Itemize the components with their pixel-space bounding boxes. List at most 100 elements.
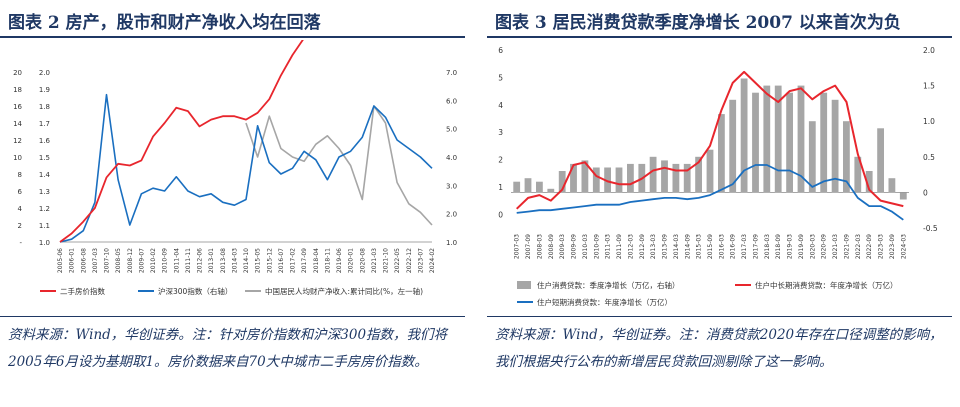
- x-tick-label: 2016-09: [730, 234, 737, 259]
- x-tick-label: 2006-08: [80, 248, 87, 273]
- figure-2-title: 图表 2 房产，股市和财产净收入均在回落: [8, 13, 321, 33]
- bar: [513, 181, 521, 193]
- x-tick-label: 2010-09: [162, 248, 169, 273]
- x-tick-label: 2007-03: [92, 248, 99, 273]
- x-tick-label: 2011-04: [173, 248, 180, 273]
- source-rule: [0, 316, 465, 317]
- x-tick-label: 2006-01: [69, 248, 76, 273]
- bar: [581, 160, 589, 193]
- bar: [831, 99, 839, 193]
- figure-2-source: 资料来源：Wind，华创证券。注：针对房价指数和沪深300指数，我们将2005年…: [8, 327, 448, 370]
- x-tick-label: 2018-04: [313, 248, 320, 273]
- x-tick-label: 2007-09: [525, 234, 532, 259]
- x-tick-label: 2008-03: [536, 234, 543, 259]
- bar: [763, 85, 771, 193]
- bar: [899, 192, 907, 200]
- series-house-price-line: [59, 40, 304, 243]
- y-right-tick: 2.0: [446, 211, 457, 219]
- x-tick-label: 2005-06: [57, 248, 64, 273]
- bar: [570, 163, 577, 193]
- bar: [843, 121, 850, 193]
- y-right-tick: 1.5: [923, 82, 935, 91]
- y-right-tick: 1.0: [923, 117, 935, 126]
- y-left-outer-tick: -: [19, 239, 22, 247]
- x-tick-label: 2009-07: [138, 248, 145, 273]
- bar: [661, 160, 668, 193]
- legend-label: 沪深300指数（右轴）: [158, 286, 232, 296]
- legend-swatch: [517, 281, 531, 289]
- source-rule: [487, 316, 952, 317]
- bar: [695, 156, 702, 193]
- y-left-outer-tick: 18: [13, 86, 22, 94]
- x-tick-label: 2023-09: [889, 234, 896, 259]
- y-left-outer-tick: 8: [18, 171, 22, 179]
- bar: [865, 171, 873, 193]
- legend-label: 中国居民人均财产净收入:累计同比(%，左一轴): [265, 286, 423, 296]
- y-left-tick: 1.6: [39, 137, 51, 145]
- y-left-outer-tick: 4: [18, 205, 23, 213]
- bar: [558, 171, 566, 193]
- x-tick-label: 2021-09: [843, 234, 850, 259]
- bar: [854, 156, 862, 193]
- x-tick-label: 2020-03: [809, 234, 816, 259]
- x-tick-label: 2020-09: [821, 234, 828, 259]
- x-tick-label: 2015-05: [255, 248, 262, 273]
- bar: [752, 92, 759, 193]
- x-tick-label: 2019-03: [787, 234, 794, 259]
- x-tick-label: 2013-09: [662, 234, 669, 259]
- y-left-tick: 1.8: [39, 103, 50, 111]
- series-long-term-line: [516, 70, 904, 210]
- y-left-outer-tick: 2: [18, 222, 22, 230]
- bar: [718, 114, 725, 193]
- x-tick-label: 2019-09: [798, 234, 805, 259]
- x-tick-label: 2021-03: [371, 248, 378, 273]
- x-tick-label: 2012-03: [627, 234, 634, 259]
- x-tick-label: 2017-03: [741, 234, 748, 259]
- y-right-tick: 3.0: [446, 182, 457, 190]
- x-tick-label: 2012-06: [197, 248, 204, 273]
- y-right-tick: 0.5: [923, 153, 935, 162]
- bar: [808, 121, 816, 193]
- series-income-line: [245, 105, 433, 226]
- y-left-tick: 1.1: [39, 222, 50, 230]
- y-right-tick: 7.0: [446, 69, 457, 77]
- x-tick-label: 2013-01: [208, 248, 215, 273]
- y-left-tick: 2.0: [39, 69, 50, 77]
- x-tick-label: 2014-03: [673, 234, 680, 259]
- bar: [820, 92, 828, 193]
- y-right-tick: -0.5: [923, 224, 938, 233]
- x-tick-label: 2017-09: [752, 234, 759, 259]
- bar: [615, 167, 623, 193]
- x-tick-label: 2008-09: [548, 234, 555, 259]
- bar: [786, 92, 793, 193]
- x-tick-label: 2022-09: [866, 234, 873, 259]
- y-left-outer-tick: 12: [13, 137, 22, 145]
- bar: [524, 178, 532, 193]
- y-left-outer-tick: 14: [13, 120, 22, 128]
- x-tick-label: 2024-02: [429, 248, 436, 273]
- bar: [797, 85, 805, 193]
- bar: [683, 163, 691, 193]
- y-right-tick: 5.0: [446, 126, 457, 134]
- x-tick-label: 2021-03: [832, 234, 839, 259]
- figure-3-source: 资料来源：Wind，华创证券。注：消费贷款2020年存在口径调整的影响，我们根据…: [495, 327, 943, 370]
- x-tick-label: 2017-02: [290, 248, 297, 273]
- y-right-tick: 2.0: [923, 46, 935, 55]
- y-left-tick: 1: [498, 183, 503, 192]
- bar: [877, 128, 884, 193]
- bar: [592, 167, 600, 193]
- bar: [740, 78, 748, 193]
- x-tick-label: 2016-07: [278, 248, 285, 273]
- figure-3-chart: 6 5 4 3 2 1 0 2.0 1.5 1.0 0.5 0 -0.5 2007-03 2007-09 20…: [498, 46, 938, 307]
- figure-3-title: 图表 3 居民消费贷款季度净增长 2007 以来首次为负: [495, 13, 901, 33]
- legend-label: 住户消费贷款：季度净增长（万亿，右轴）: [537, 280, 680, 290]
- y-left-tick: 2: [498, 156, 503, 165]
- x-tick-label: 2021-10: [383, 248, 390, 273]
- x-tick-label: 2024-03: [900, 234, 907, 259]
- x-tick-label: 2008-05: [115, 248, 122, 273]
- x-tick-label: 2009-03: [559, 234, 566, 259]
- x-tick-label: 2019-06: [336, 248, 343, 273]
- x-tick-label: 2011-09: [616, 234, 623, 259]
- figure-3-panel: 图表 3 居民消费贷款季度净增长 2007 以来首次为负 6 5 4 3 2 1 0 2.0 1…: [487, 0, 952, 407]
- bar: [536, 181, 543, 193]
